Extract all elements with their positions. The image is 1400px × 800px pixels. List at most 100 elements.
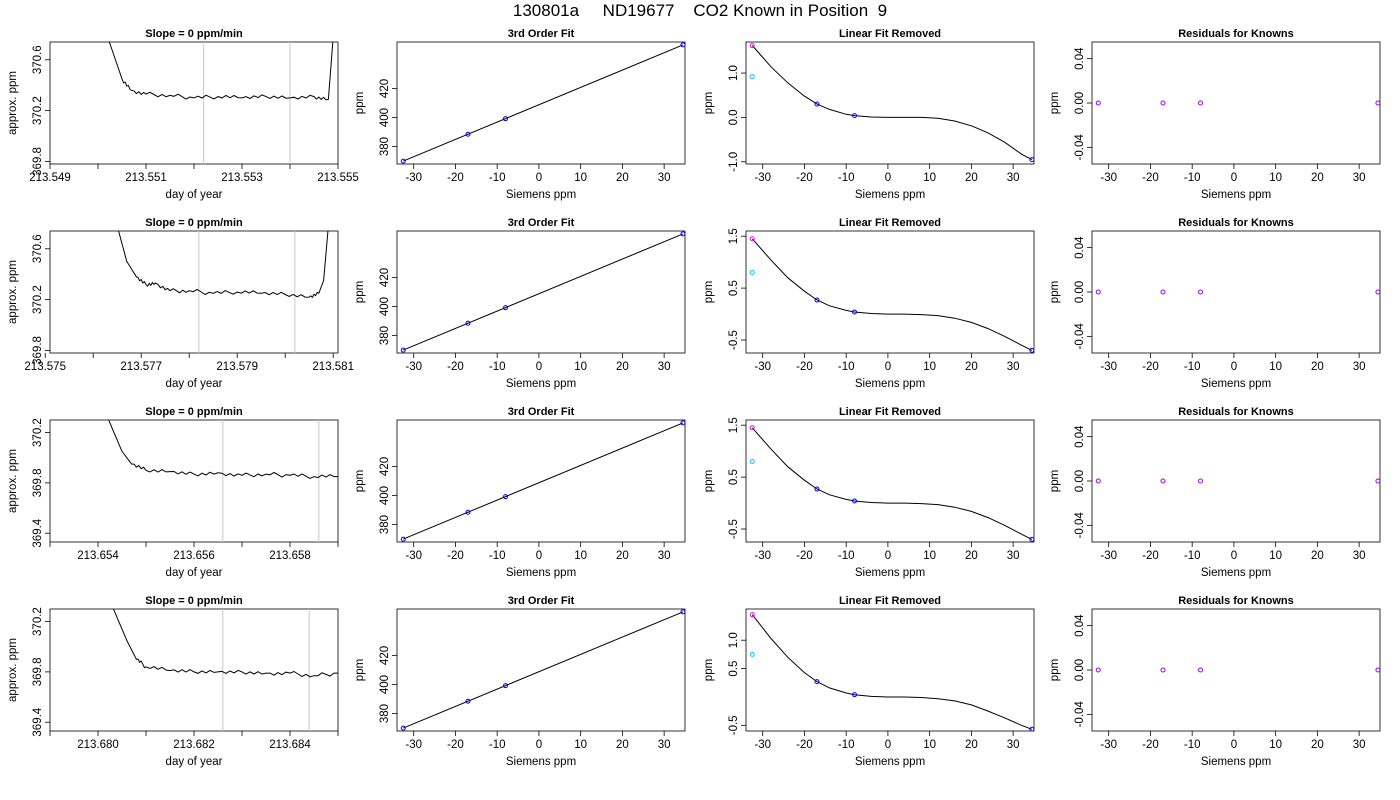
x-tick-label: 213.575	[24, 361, 66, 373]
residual-point	[749, 612, 755, 618]
residual-point	[1029, 726, 1034, 731]
x-axis-label: day of year	[166, 567, 223, 579]
x-tick-label: -20	[796, 172, 813, 184]
panel-title: Residuals for Knowns	[1178, 217, 1294, 229]
y-tick-label: 370.2	[32, 607, 44, 636]
x-tick-label: -20	[447, 739, 464, 751]
x-tick-label: 0	[1231, 172, 1237, 184]
residual-point	[852, 309, 858, 315]
x-tick-label: 0	[885, 739, 891, 751]
x-tick-label: 20	[965, 361, 978, 373]
x-tick-label: -30	[1100, 172, 1117, 184]
x-axis-label: day of year	[166, 756, 223, 768]
page-title: 130801a ND19677 CO2 Known in Position 9	[512, 1, 888, 20]
fit-line	[403, 233, 684, 351]
known-residual-point	[1198, 289, 1204, 295]
y-tick-label: 369.8	[32, 336, 44, 365]
x-tick-label: 10	[923, 739, 936, 751]
x-tick-label: 213.581	[312, 361, 354, 373]
x-tick-label: 30	[1353, 361, 1366, 373]
y-tick-label: 369.8	[32, 657, 44, 686]
plot-area	[749, 43, 1034, 163]
y-tick-label: 0.5	[728, 661, 740, 677]
x-tick-label: -10	[489, 739, 506, 751]
y-tick-label: -0.5	[728, 330, 740, 350]
y-tick-label: -0.5	[728, 519, 740, 539]
fit-point	[400, 725, 406, 731]
x-tick-label: 213.579	[216, 361, 258, 373]
plot-area	[400, 609, 685, 731]
x-tick-label: 30	[1007, 739, 1020, 751]
panel-title: 3rd Order Fit	[508, 28, 575, 40]
y-tick-label: 380	[379, 137, 391, 156]
residual-point	[749, 459, 755, 465]
x-tick-label: 10	[574, 361, 587, 373]
x-tick-label: -20	[447, 361, 464, 373]
y-tick-label: 369.4	[32, 707, 44, 736]
x-tick-label: 30	[658, 739, 671, 751]
known-residual-point	[1160, 667, 1166, 673]
plot-area	[749, 612, 1034, 731]
known-residual-point	[1160, 100, 1166, 106]
y-axis-label: ppm	[1049, 281, 1061, 303]
x-tick-label: 0	[885, 172, 891, 184]
x-axis-label: Siemens ppm	[1201, 756, 1271, 768]
x-tick-label: 10	[574, 172, 587, 184]
plot-frame	[49, 41, 339, 165]
x-axis-label: Siemens ppm	[855, 567, 925, 579]
fit-point	[680, 420, 685, 426]
x-tick-label: 20	[1311, 739, 1324, 751]
y-tick-label: 400	[379, 486, 391, 505]
x-axis-label: Siemens ppm	[855, 378, 925, 390]
residual-point	[814, 486, 820, 492]
known-residual-point	[1375, 478, 1380, 484]
plot-frame	[1091, 419, 1381, 543]
y-tick-label: 400	[379, 675, 391, 694]
plot-area	[118, 231, 329, 353]
known-residual-point	[1198, 667, 1204, 673]
panel-resid-1: Residuals for Knowns -30 -20 -10 0 10 20 30 -0.0…	[1049, 28, 1381, 201]
x-tick-label: -10	[1184, 739, 1201, 751]
x-tick-label: -30	[405, 172, 422, 184]
y-axis-label: approx. ppm	[7, 449, 19, 513]
x-tick-label: 20	[616, 550, 629, 562]
x-tick-label: 0	[536, 550, 542, 562]
residual-point	[749, 651, 755, 657]
y-tick-label: -0.04	[1074, 134, 1086, 161]
x-tick-label: -30	[754, 550, 771, 562]
fit-point	[503, 683, 509, 689]
panel-title: Linear Fit Removed	[839, 28, 941, 40]
y-axis-label: approx. ppm	[7, 71, 19, 135]
x-tick-label: 20	[616, 739, 629, 751]
panel-title: Linear Fit Removed	[839, 217, 941, 229]
y-tick-label: 380	[379, 326, 391, 345]
x-tick-label: 0	[1231, 550, 1237, 562]
y-axis-label: approx. ppm	[7, 260, 19, 324]
fit-point	[680, 42, 685, 48]
x-axis-label: Siemens ppm	[506, 189, 576, 201]
panel-time-1: Slope = 0 ppm/min 213.549 213.551 213.553 21…	[7, 28, 359, 201]
x-tick-label: -20	[447, 550, 464, 562]
residual-point	[1029, 536, 1034, 542]
residual-point	[749, 74, 755, 80]
x-tick-label: -30	[405, 550, 422, 562]
y-tick-label: 1.5	[728, 417, 740, 433]
fit-line	[403, 422, 684, 540]
known-residual-point	[1095, 478, 1101, 484]
known-residual-point	[1095, 289, 1101, 295]
y-tick-label: 400	[379, 108, 391, 127]
residual-point	[749, 236, 755, 242]
panel-resid-3: Residuals for Knowns -30 -20 -10 0 10 20 30 -0.0…	[1049, 406, 1381, 579]
y-tick-label: 369.8	[32, 468, 44, 497]
panel-title: Linear Fit Removed	[839, 406, 941, 418]
y-tick-label: 0.00	[1074, 659, 1086, 681]
fit-point	[400, 347, 406, 353]
plot-area	[749, 236, 1034, 353]
panel-title: Slope = 0 ppm/min	[145, 406, 243, 418]
data-trace	[112, 609, 338, 678]
fit-point	[503, 305, 509, 311]
plot-frame	[1091, 230, 1381, 354]
residual-point	[814, 297, 820, 303]
panel-fit-1: 3rd Order Fit -30 -20 -10 0 10 20 30 380 400 420 Si…	[354, 28, 686, 201]
